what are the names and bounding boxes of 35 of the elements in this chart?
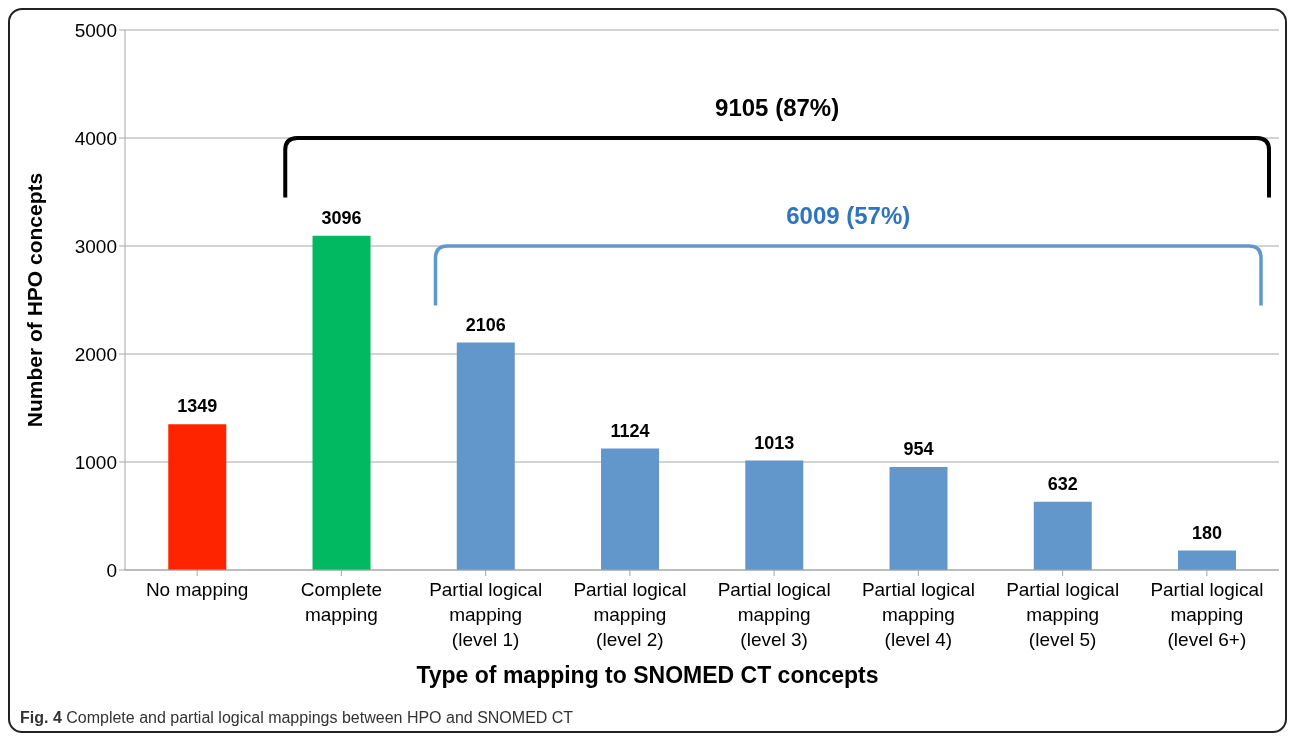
y-tick-label: 3000 (74, 235, 117, 257)
bar (745, 460, 804, 570)
bar (456, 342, 515, 570)
bar (1178, 550, 1237, 570)
data-label: 1124 (610, 420, 650, 441)
y-axis-title: Number of HPO concepts (23, 172, 47, 428)
bar (312, 235, 371, 570)
x-tick-label: Complete mapping (300, 579, 383, 625)
data-label: 1013 (754, 432, 795, 453)
data-label: 3096 (321, 207, 362, 228)
x-tick-label: No mapping (145, 579, 249, 600)
y-tick-label: 0 (106, 559, 117, 581)
x-tick-label: Partial logical mapping (level 1) (429, 579, 543, 650)
x-tick-label: Partial logical mapping (level 3) (717, 579, 831, 650)
data-label: 180 (1192, 522, 1223, 543)
x-tick-label: Partial logical mapping (level 6+) (1150, 579, 1264, 650)
data-label: 632 (1047, 473, 1078, 494)
bar (168, 424, 227, 570)
bar (601, 448, 660, 570)
caption: Fig. 4 Complete and partial logical mappings between HPO and SNOMED CT (20, 709, 574, 727)
y-tick-label: 4000 (74, 127, 117, 149)
y-tick-label: 5000 (74, 19, 117, 41)
y-tick-label: 2000 (74, 343, 117, 365)
data-label: 1349 (177, 396, 218, 417)
y-tick-label: 1000 (74, 451, 117, 473)
bar (1033, 501, 1092, 570)
x-tick-label: Partial logical mapping (level 4) (861, 579, 975, 650)
x-tick-label: Partial logical mapping (level 2) (573, 579, 687, 650)
bar (889, 466, 948, 570)
data-label: 954 (903, 438, 934, 459)
annotation: 6009 (57%) (786, 202, 911, 229)
annotation: 9105 (87%) (715, 94, 840, 121)
data-label: 2106 (465, 314, 506, 335)
x-axis-title: Type of mapping to SNOMED CT concepts (415, 662, 880, 689)
x-tick-label: Partial logical mapping (level 5) (1006, 579, 1120, 650)
